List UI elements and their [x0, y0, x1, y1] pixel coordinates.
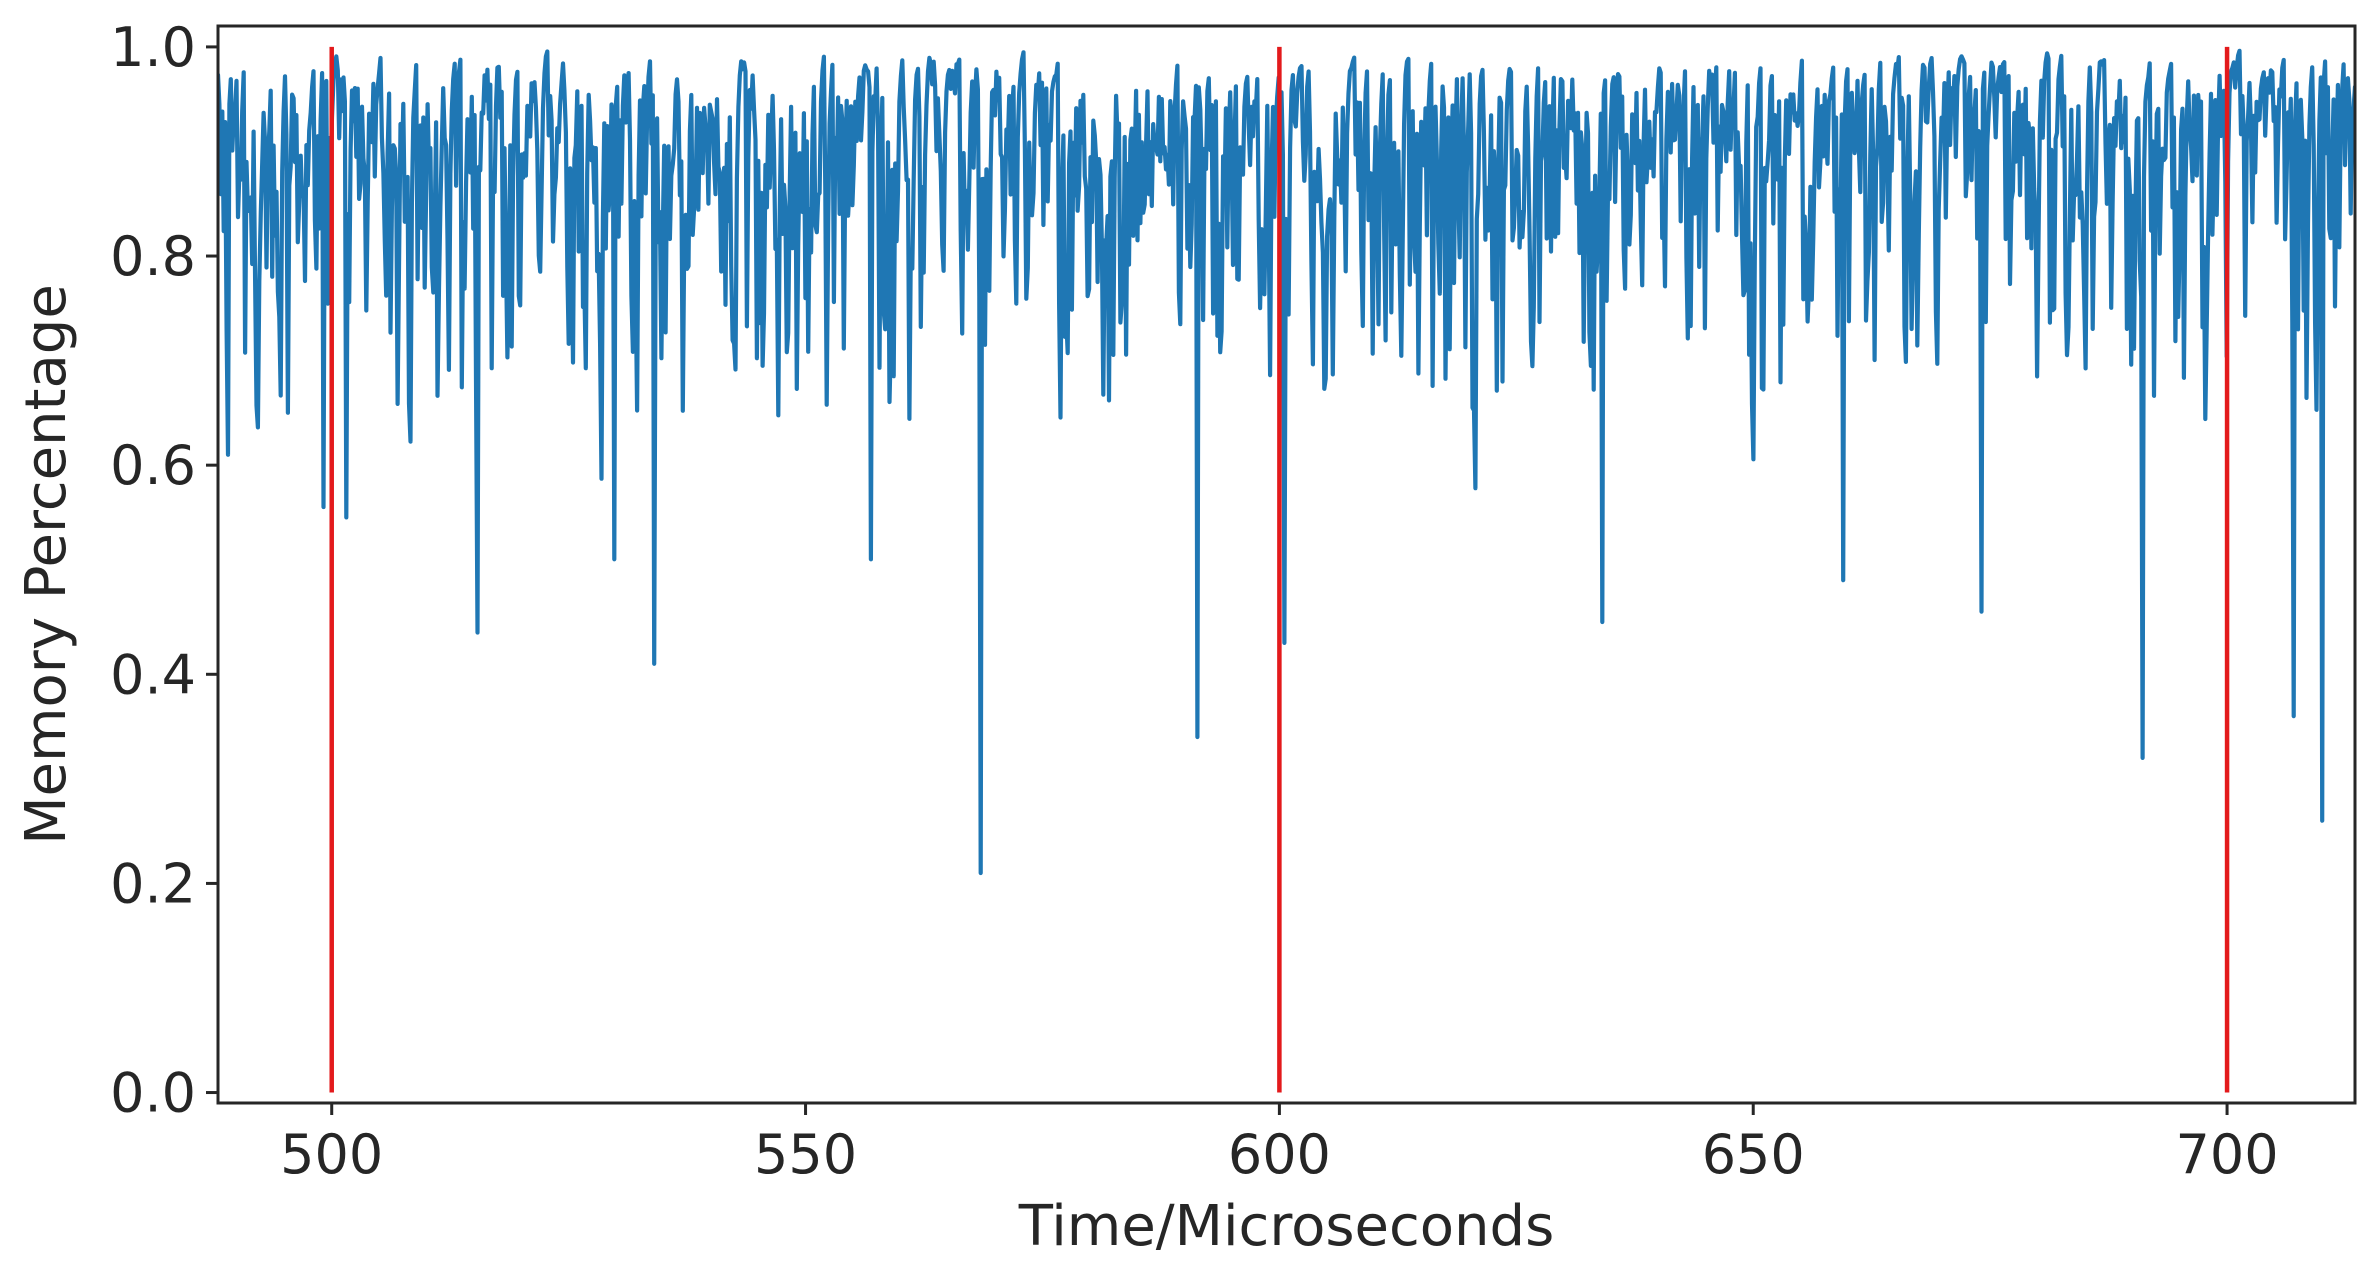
y-tick-label: 0.0 [110, 1062, 196, 1125]
y-tick-label: 0.8 [110, 225, 196, 288]
y-tick-label: 0.2 [110, 852, 196, 915]
y-tick-label: 1.0 [110, 16, 196, 79]
y-axis-label: Memory Percentage [14, 284, 79, 845]
axes-frame [216, 24, 2357, 1105]
x-axis-ticks: 500 550 600 650 700 [280, 1103, 2279, 1186]
x-axis-label: Time/Microseconds [1018, 1194, 1555, 1259]
y-axis-ticks: 0.0 0.2 0.4 0.6 0.8 1.0 [110, 16, 218, 1125]
x-tick-label: 550 [754, 1123, 857, 1186]
x-tick-label: 700 [2176, 1123, 2279, 1186]
series-line [218, 48, 2355, 876]
x-tick-label: 500 [280, 1123, 383, 1186]
y-tick-label: 0.4 [110, 643, 196, 706]
plot-area [218, 46, 2355, 1093]
y-tick-label: 0.6 [110, 434, 196, 497]
x-tick-label: 600 [1228, 1123, 1331, 1186]
x-tick-label: 650 [1702, 1123, 1805, 1186]
